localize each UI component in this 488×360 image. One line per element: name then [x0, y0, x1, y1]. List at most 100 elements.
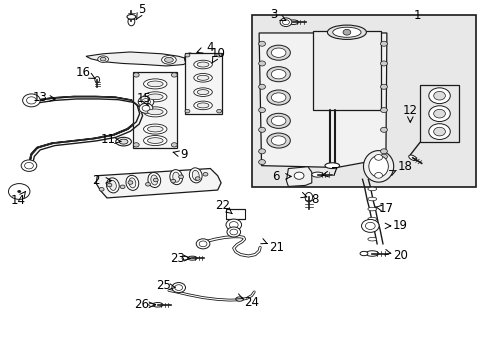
Circle shape: [178, 175, 183, 179]
Circle shape: [428, 106, 449, 122]
Ellipse shape: [287, 20, 298, 24]
Circle shape: [374, 154, 382, 160]
Circle shape: [174, 285, 182, 291]
Circle shape: [196, 239, 209, 249]
Circle shape: [171, 73, 177, 77]
Text: 6: 6: [272, 170, 279, 183]
Circle shape: [195, 177, 200, 180]
Circle shape: [361, 220, 378, 232]
Bar: [225, 209, 245, 220]
Ellipse shape: [143, 107, 166, 117]
Text: 18: 18: [397, 160, 412, 173]
Ellipse shape: [368, 156, 387, 177]
Ellipse shape: [193, 73, 212, 82]
Ellipse shape: [193, 101, 212, 110]
Ellipse shape: [95, 77, 100, 82]
Circle shape: [120, 185, 125, 189]
Ellipse shape: [187, 256, 197, 260]
Ellipse shape: [197, 90, 208, 95]
Ellipse shape: [147, 94, 163, 100]
Ellipse shape: [266, 67, 290, 82]
Ellipse shape: [143, 135, 166, 145]
Circle shape: [26, 97, 36, 104]
Ellipse shape: [119, 139, 128, 144]
Ellipse shape: [367, 197, 376, 201]
Circle shape: [184, 53, 189, 57]
Ellipse shape: [235, 297, 243, 301]
Text: 25: 25: [156, 279, 171, 292]
Circle shape: [15, 189, 23, 194]
Text: 22: 22: [215, 199, 229, 212]
Text: 23: 23: [169, 252, 184, 265]
Circle shape: [380, 127, 386, 132]
Ellipse shape: [367, 217, 376, 221]
Ellipse shape: [332, 27, 360, 37]
Ellipse shape: [266, 113, 290, 129]
Text: 12: 12: [402, 104, 417, 117]
Circle shape: [142, 99, 150, 105]
Circle shape: [258, 61, 265, 66]
Circle shape: [428, 88, 449, 104]
Text: 15: 15: [137, 92, 152, 105]
Bar: [312, 31, 380, 110]
Ellipse shape: [197, 62, 208, 67]
Circle shape: [380, 41, 386, 46]
Circle shape: [365, 222, 374, 229]
Circle shape: [142, 105, 150, 111]
Circle shape: [258, 149, 265, 154]
Ellipse shape: [106, 178, 119, 193]
Ellipse shape: [147, 126, 163, 132]
Circle shape: [216, 109, 221, 113]
Ellipse shape: [100, 57, 106, 61]
Circle shape: [24, 162, 33, 169]
Ellipse shape: [193, 60, 212, 69]
Circle shape: [380, 108, 386, 113]
Circle shape: [107, 183, 112, 187]
Ellipse shape: [197, 75, 208, 80]
Ellipse shape: [271, 136, 285, 145]
Ellipse shape: [169, 170, 182, 185]
Ellipse shape: [116, 137, 131, 146]
Circle shape: [171, 283, 185, 293]
Text: 26: 26: [134, 298, 149, 311]
Text: 14: 14: [11, 194, 26, 207]
Text: 10: 10: [210, 47, 224, 60]
Circle shape: [280, 18, 291, 27]
Text: 20: 20: [392, 249, 407, 262]
Circle shape: [199, 241, 206, 247]
Circle shape: [184, 109, 189, 113]
Ellipse shape: [128, 17, 135, 26]
Circle shape: [380, 149, 386, 154]
Ellipse shape: [367, 237, 376, 241]
Circle shape: [229, 222, 238, 228]
Ellipse shape: [271, 69, 285, 79]
Circle shape: [225, 219, 241, 230]
Text: 8: 8: [311, 193, 318, 206]
Ellipse shape: [266, 45, 290, 60]
Ellipse shape: [147, 81, 163, 87]
Circle shape: [12, 186, 26, 197]
Circle shape: [433, 91, 445, 100]
Ellipse shape: [126, 175, 139, 190]
Circle shape: [145, 183, 150, 186]
Bar: [251, 15, 475, 187]
Ellipse shape: [147, 172, 161, 188]
Text: 3: 3: [269, 8, 277, 21]
Ellipse shape: [305, 193, 312, 202]
Circle shape: [21, 160, 37, 171]
Circle shape: [258, 84, 265, 89]
Ellipse shape: [365, 251, 378, 256]
Ellipse shape: [172, 172, 179, 182]
Circle shape: [380, 154, 386, 159]
Ellipse shape: [189, 168, 202, 183]
Bar: [419, 85, 458, 142]
Ellipse shape: [197, 103, 208, 108]
Ellipse shape: [271, 93, 285, 102]
Circle shape: [226, 227, 240, 237]
Circle shape: [229, 229, 237, 235]
Circle shape: [22, 94, 40, 107]
Ellipse shape: [143, 79, 166, 89]
Ellipse shape: [148, 303, 155, 306]
Polygon shape: [96, 168, 221, 198]
Ellipse shape: [182, 256, 187, 260]
